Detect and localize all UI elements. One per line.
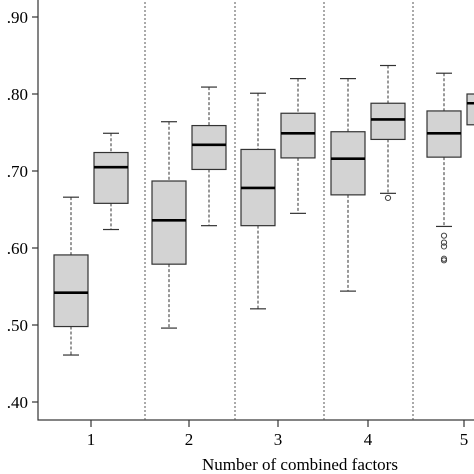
box-group-2 [151,86,227,329]
box-plot [93,132,129,231]
x-tick-label: 3 [274,430,283,449]
outlier-point [440,239,448,246]
y-tick-label: .90 [7,8,28,27]
iqr-box [151,180,187,265]
x-axis: 1 2 3 4 5 [87,420,469,449]
x-tick-label: 4 [364,430,373,449]
iqr-box [370,102,406,141]
y-tick-label: .70 [7,162,28,181]
y-tick-label: .60 [7,239,28,258]
iqr-box [466,93,474,126]
iqr-box [280,112,316,159]
x-axis-title: Number of combined factors [202,455,398,474]
box-group-4 [330,64,406,292]
box-plot [466,93,474,126]
y-tick-label: .80 [7,85,28,104]
y-tick-label: .50 [7,316,28,335]
box-group-5 [426,72,474,264]
y-axis: .40 .50 .60 .70 .80 .90 [7,8,38,412]
box-plot [191,86,227,227]
plot-area [37,0,474,421]
iqr-box [330,131,366,196]
iqr-box [191,124,227,171]
plot-frame [37,0,474,421]
box-plot [280,77,316,214]
outlier-point [440,232,448,239]
box-plot [370,64,406,202]
x-tick-label: 2 [185,430,194,449]
box-plot [426,72,462,264]
box-group-3 [240,77,316,310]
iqr-box [53,254,89,328]
iqr-box [93,151,129,204]
outlier-point [440,257,448,264]
outlier-point [440,243,448,250]
box-group-1 [53,132,129,356]
box-plot [151,121,187,329]
x-tick-label: 1 [87,430,96,449]
x-tick-label: 5 [460,430,469,449]
box-plot [240,92,276,310]
y-tick-label: .40 [7,393,28,412]
outlier-point [384,194,392,202]
box-plot [330,77,366,292]
box-plot [53,196,89,356]
